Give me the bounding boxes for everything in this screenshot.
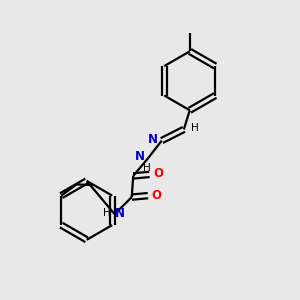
Text: H: H — [191, 123, 199, 133]
Text: N: N — [148, 133, 158, 146]
Text: O: O — [152, 188, 161, 202]
Text: H: H — [143, 163, 151, 173]
Text: N: N — [135, 150, 145, 163]
Text: H: H — [103, 208, 111, 218]
Text: N: N — [115, 207, 125, 220]
Text: O: O — [153, 167, 163, 180]
